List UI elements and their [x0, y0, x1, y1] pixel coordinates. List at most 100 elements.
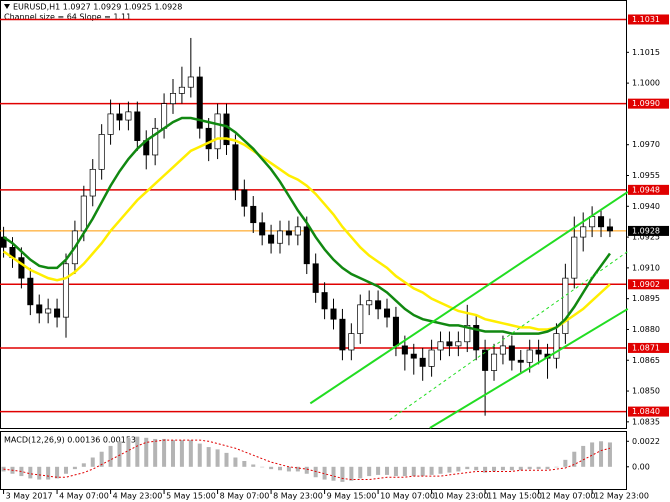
candle-body	[18, 257, 25, 279]
candle-body	[383, 308, 391, 318]
macd-bar	[385, 466, 390, 475]
candle-body	[419, 357, 426, 367]
level-label: 1.1031	[632, 15, 660, 24]
level-tag	[628, 342, 669, 353]
candle-body	[535, 349, 542, 355]
candle-body	[205, 127, 212, 150]
macd-bar	[554, 466, 559, 468]
y-tick-label: 0.0022	[632, 437, 660, 446]
candle-body	[446, 341, 453, 347]
candle-body	[0, 236, 7, 248]
candle-body	[27, 277, 34, 306]
candle-body	[571, 236, 578, 279]
level-label: 1.0948	[632, 185, 660, 194]
macd-bar	[536, 466, 541, 470]
candle-body	[178, 86, 185, 94]
x-tick-label: 12 May 07:00	[541, 492, 596, 501]
macd-bar	[572, 451, 577, 467]
candle-body	[392, 316, 399, 347]
candle-body	[125, 111, 132, 121]
y-tick-label: 1.0910	[632, 263, 660, 272]
level-label: 1.0871	[632, 343, 660, 352]
macd-bar	[144, 437, 149, 467]
macd-bar	[429, 466, 434, 475]
candle-body	[410, 353, 417, 359]
macd-bar	[153, 438, 158, 467]
macd-bar	[527, 466, 532, 470]
candle-body	[276, 230, 284, 244]
x-tick-label: 4 May 07:00	[59, 492, 109, 501]
price-panel	[0, 0, 627, 429]
macd-bar	[63, 466, 68, 474]
y-tick-label: 1.0850	[632, 387, 660, 396]
candle-body	[134, 111, 141, 141]
level-tag	[628, 406, 669, 417]
candle-body	[98, 134, 105, 170]
macd-bar	[99, 451, 104, 467]
macd-bar	[188, 440, 193, 467]
macd-bar	[465, 466, 470, 470]
candle-body	[107, 113, 114, 135]
x-tick-label: 4 May 23:00	[113, 492, 163, 501]
macd-bar	[563, 459, 568, 467]
macd-bar	[286, 466, 291, 472]
symbol-icon	[4, 4, 10, 9]
macd-bar	[438, 466, 443, 474]
y-tick-label: 1.0865	[632, 356, 660, 365]
candle-body	[259, 222, 266, 236]
macd-bar	[331, 466, 336, 481]
candle-body	[36, 304, 43, 314]
macd-bar	[251, 464, 256, 467]
candle-body	[321, 292, 328, 310]
candle-body	[348, 333, 355, 351]
candle-body	[232, 144, 239, 191]
macd-bar	[411, 466, 416, 477]
level-tag	[628, 14, 669, 25]
macd-bar	[376, 466, 381, 475]
macd-bar	[206, 447, 211, 467]
y-tick-label: 1.1000	[632, 79, 660, 88]
y-tick-label: 1.0925	[632, 233, 660, 242]
candle-body	[526, 349, 533, 363]
macd-bar	[269, 466, 274, 470]
macd-bar	[349, 466, 354, 481]
candle-body	[517, 359, 524, 363]
macd-bar	[81, 463, 86, 467]
macd-bar	[304, 466, 309, 474]
macd-bar	[402, 466, 407, 477]
candle-body	[366, 300, 373, 306]
y-tick-label: 1.0940	[632, 202, 660, 211]
macd-bar	[242, 461, 247, 467]
macd-bar	[126, 437, 131, 467]
macd-bar	[358, 466, 363, 479]
macd-bar	[46, 466, 51, 480]
level-label: 1.0840	[632, 407, 660, 416]
x-tick-label: 3 May 2017	[6, 492, 53, 501]
y-tick-label: 1.0955	[632, 171, 660, 180]
channel-line	[429, 308, 629, 429]
symbol-header: EURUSD,H1 1.0927 1.0929 1.0925 1.0928	[13, 3, 182, 12]
y-tick-label: 1.0880	[632, 325, 660, 334]
candle-body	[169, 93, 177, 104]
candle-body	[241, 189, 248, 207]
level-tag	[628, 184, 669, 195]
candle-body	[357, 304, 364, 334]
macd-bar	[367, 466, 372, 477]
channel-info: Channel size = 64 Slope = 1.11	[4, 13, 131, 22]
candle-body	[303, 226, 310, 265]
macd-bar	[117, 441, 122, 467]
macd-bar	[260, 466, 265, 468]
candle-body	[312, 263, 319, 293]
level-tag	[628, 279, 669, 290]
macd-signal	[3, 439, 611, 481]
macd-bar	[590, 442, 595, 467]
macd-header: MACD(12,26,9) 0.00136 0.00153	[4, 436, 136, 445]
candle-body	[214, 113, 221, 150]
x-tick-label: 8 May 07:00	[220, 492, 270, 501]
candle-body	[330, 308, 337, 320]
level-label: 1.0990	[632, 99, 660, 108]
macd-bar	[197, 443, 202, 467]
macd-panel	[0, 431, 627, 490]
candle-body	[455, 341, 462, 347]
